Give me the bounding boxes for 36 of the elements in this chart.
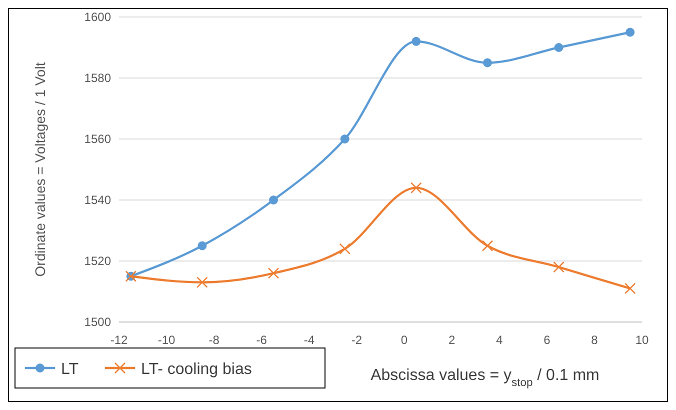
x-axis-title: Abscissa values = y$_{stop}$ / 0.1 mm (370, 367, 600, 389)
x-tick-label: -6 (256, 333, 268, 347)
y-tick-label: 1560 (84, 132, 112, 146)
x-tick-label: -12 (110, 333, 128, 347)
x-tick-label: 0 (400, 333, 408, 347)
point (482, 240, 494, 252)
legend-label: LT- cooling bias (141, 361, 252, 378)
point (410, 182, 422, 194)
x-tick-label: 10 (635, 333, 649, 347)
point (412, 36, 421, 46)
point (624, 282, 636, 294)
x-tick-label: -2 (351, 333, 362, 347)
point (198, 241, 207, 250)
point (340, 134, 350, 144)
x-tick-label: -10 (158, 333, 176, 347)
y-tick-label: 1520 (84, 254, 112, 268)
point (268, 268, 280, 279)
point (339, 243, 350, 254)
point (553, 261, 564, 273)
y-tick-label: 1580 (84, 71, 112, 85)
point (626, 28, 635, 37)
y-tick-label: 1500 (84, 315, 112, 329)
point (196, 276, 208, 288)
x-tick-label: -8 (208, 333, 220, 347)
legend-label: LT (61, 361, 79, 378)
point (554, 43, 564, 52)
point (269, 196, 278, 204)
x-tick-label: -4 (304, 333, 315, 347)
x-tick-label: 8 (591, 333, 598, 347)
x-tick-label: 2 (448, 333, 456, 347)
y-tick-label: 1600 (84, 10, 112, 24)
point (482, 58, 492, 68)
y-axis-title: Ordinate values = Voltages / 1 Volt (32, 62, 48, 277)
x-tick-label: 4 (496, 333, 504, 347)
y-tick-label: 1540 (84, 193, 112, 207)
x-tick-label: 6 (544, 333, 551, 347)
